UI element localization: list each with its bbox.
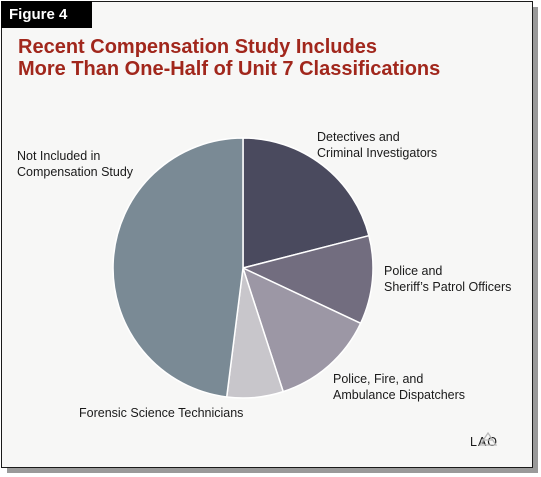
figure-label: Figure 4 xyxy=(1,1,92,28)
lao-logo: LAO xyxy=(470,431,498,449)
logo-triangle-icon xyxy=(478,431,498,446)
slice-label-line: Ambulance Dispatchers xyxy=(333,388,465,402)
slice-label-line: Criminal Investigators xyxy=(317,146,437,160)
pie-slices xyxy=(112,137,374,399)
frame-shadow xyxy=(533,7,538,473)
chart-title-line: Recent Compensation Study Includes xyxy=(18,36,377,58)
slice-label: Forensic Science Technicians xyxy=(79,406,243,420)
slice-label-line: Police, Fire, and xyxy=(333,372,423,386)
slice-label-line: Not Included in xyxy=(17,149,100,163)
slice-label-line: Police and xyxy=(384,264,442,278)
slice-label-line: Sheriff’s Patrol Officers xyxy=(384,280,511,294)
frame-shadow xyxy=(7,468,538,473)
slice-label-line: Compensation Study xyxy=(17,165,134,179)
pie-labels: Detectives and Criminal Investigators Poli… xyxy=(17,130,511,420)
pie-slice xyxy=(112,137,244,398)
slice-label: Detectives and Criminal Investigators xyxy=(317,130,437,160)
pie-slice xyxy=(242,234,374,325)
slice-label-line: Detectives and xyxy=(317,130,400,144)
slice-label: Police and Sheriff’s Patrol Officers xyxy=(384,264,511,294)
chart-title-line: More Than One-Half of Unit 7 Classificat… xyxy=(18,58,441,80)
pie-slice xyxy=(242,267,362,393)
slice-label-line: Forensic Science Technicians xyxy=(79,406,243,420)
slice-label: Not Included in Compensation Study xyxy=(17,149,134,179)
chart-title: Recent Compensation Study Includes More … xyxy=(18,36,518,80)
slice-label: Police, Fire, and Ambulance Dispatchers xyxy=(333,372,465,402)
pie-slice xyxy=(242,137,370,269)
